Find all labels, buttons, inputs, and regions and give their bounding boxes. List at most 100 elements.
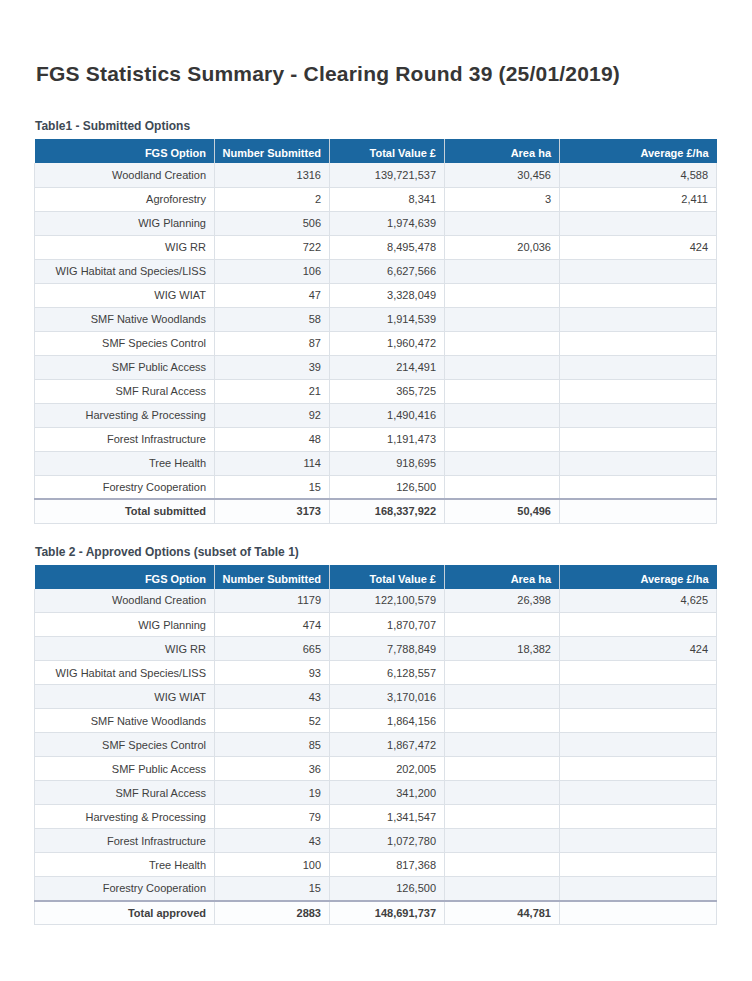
table-cell: 1,914,539 xyxy=(330,307,445,331)
table-row: Woodland Creation1316139,721,53730,4564,… xyxy=(35,163,717,187)
table-row: SMF Rural Access19341,200 xyxy=(35,781,717,805)
table-cell: 92 xyxy=(215,403,330,427)
table-cell: 148,691,737 xyxy=(330,901,445,925)
approved-options-section: Table 2 - Approved Options (subset of Ta… xyxy=(34,545,718,926)
table-cell xyxy=(560,355,717,379)
table-cell xyxy=(445,805,560,829)
table-cell: WIG Habitat and Species/LISS xyxy=(35,661,215,685)
table-cell: Tree Health xyxy=(35,451,215,475)
table-cell xyxy=(445,355,560,379)
table-cell: 87 xyxy=(215,331,330,355)
table-cell: 424 xyxy=(560,235,717,259)
table-cell: 365,725 xyxy=(330,379,445,403)
table2-header: FGS OptionNumber SubmittedTotal Value £A… xyxy=(35,565,717,589)
table1-caption: Table1 - Submitted Options xyxy=(35,119,718,133)
column-header-0: FGS Option xyxy=(35,139,215,163)
table-cell xyxy=(560,379,717,403)
table-cell: 39 xyxy=(215,355,330,379)
table-cell: 93 xyxy=(215,661,330,685)
table-cell: 506 xyxy=(215,211,330,235)
table-row: Woodland Creation1179122,100,57926,3984,… xyxy=(35,589,717,613)
table2-caption: Table 2 - Approved Options (subset of Ta… xyxy=(35,545,718,559)
table-cell: Forestry Cooperation xyxy=(35,475,215,499)
table-cell: 43 xyxy=(215,685,330,709)
table-cell: Forest Infrastructure xyxy=(35,427,215,451)
table-cell: WIG WIAT xyxy=(35,283,215,307)
table-cell: 47 xyxy=(215,283,330,307)
table-cell: WIG Habitat and Species/LISS xyxy=(35,259,215,283)
table-cell: SMF Native Woodlands xyxy=(35,307,215,331)
table-row: SMF Rural Access21365,725 xyxy=(35,379,717,403)
table-row: SMF Native Woodlands521,864,156 xyxy=(35,709,717,733)
table-cell: 1,191,473 xyxy=(330,427,445,451)
table-cell: 114 xyxy=(215,451,330,475)
table-cell: SMF Species Control xyxy=(35,331,215,355)
column-header-4: Average £/ha xyxy=(560,139,717,163)
table-cell xyxy=(560,403,717,427)
table-cell: 722 xyxy=(215,235,330,259)
table-cell: 2883 xyxy=(215,901,330,925)
table-cell: Harvesting & Processing xyxy=(35,403,215,427)
table-header-row: FGS OptionNumber SubmittedTotal Value £A… xyxy=(35,139,717,163)
table-row: WIG Planning4741,870,707 xyxy=(35,613,717,637)
table-cell: WIG Planning xyxy=(35,613,215,637)
submitted-options-table: FGS OptionNumber SubmittedTotal Value £A… xyxy=(34,139,717,524)
column-header-0: FGS Option xyxy=(35,565,215,589)
table-row: Agroforestry28,34132,411 xyxy=(35,187,717,211)
table-cell: 106 xyxy=(215,259,330,283)
table-cell: 214,491 xyxy=(330,355,445,379)
table-cell: 1,072,780 xyxy=(330,829,445,853)
table-cell xyxy=(560,685,717,709)
table-row: SMF Public Access36202,005 xyxy=(35,757,717,781)
table-cell xyxy=(560,853,717,877)
column-header-1: Number Submitted xyxy=(215,565,330,589)
column-header-2: Total Value £ xyxy=(330,139,445,163)
table-header-row: FGS OptionNumber SubmittedTotal Value £A… xyxy=(35,565,717,589)
table-cell: 48 xyxy=(215,427,330,451)
table-row: SMF Species Control871,960,472 xyxy=(35,331,717,355)
table-cell xyxy=(560,709,717,733)
table-cell: 1,490,416 xyxy=(330,403,445,427)
table-cell: 918,695 xyxy=(330,451,445,475)
table-cell: 1,341,547 xyxy=(330,805,445,829)
table-cell: SMF Public Access xyxy=(35,355,215,379)
table-cell: 36 xyxy=(215,757,330,781)
table-cell xyxy=(445,403,560,427)
table-cell xyxy=(560,475,717,499)
table-cell xyxy=(445,733,560,757)
table-cell xyxy=(445,307,560,331)
total-row: Total submitted3173168,337,92250,496 xyxy=(35,499,717,523)
table2-body: Woodland Creation1179122,100,57926,3984,… xyxy=(35,589,717,925)
table-row: Forest Infrastructure481,191,473 xyxy=(35,427,717,451)
table-cell: 122,100,579 xyxy=(330,589,445,613)
table-cell xyxy=(445,829,560,853)
table-cell: 52 xyxy=(215,709,330,733)
table-cell xyxy=(560,259,717,283)
table-cell: SMF Species Control xyxy=(35,733,215,757)
table-cell: 44,781 xyxy=(445,901,560,925)
table-cell: 30,456 xyxy=(445,163,560,187)
table-row: WIG Habitat and Species/LISS936,128,557 xyxy=(35,661,717,685)
approved-options-table: FGS OptionNumber SubmittedTotal Value £A… xyxy=(34,565,717,926)
table-cell xyxy=(445,613,560,637)
table1-header: FGS OptionNumber SubmittedTotal Value £A… xyxy=(35,139,717,163)
table-cell: 15 xyxy=(215,475,330,499)
table-cell: 1,867,472 xyxy=(330,733,445,757)
table-cell xyxy=(445,475,560,499)
table-cell xyxy=(560,877,717,901)
page-title: FGS Statistics Summary - Clearing Round … xyxy=(36,62,718,86)
table-cell: 3,328,049 xyxy=(330,283,445,307)
table-row: Forest Infrastructure431,072,780 xyxy=(35,829,717,853)
table-cell: 1,870,707 xyxy=(330,613,445,637)
table-cell xyxy=(560,307,717,331)
table-row: WIG RR7228,495,47820,036424 xyxy=(35,235,717,259)
table-cell xyxy=(445,781,560,805)
table-cell: 2 xyxy=(215,187,330,211)
table-cell: 58 xyxy=(215,307,330,331)
table-cell: 817,368 xyxy=(330,853,445,877)
table-cell: 50,496 xyxy=(445,499,560,523)
table-cell xyxy=(445,853,560,877)
table-cell: Total approved xyxy=(35,901,215,925)
table-cell: 6,128,557 xyxy=(330,661,445,685)
table-cell: 18,382 xyxy=(445,637,560,661)
